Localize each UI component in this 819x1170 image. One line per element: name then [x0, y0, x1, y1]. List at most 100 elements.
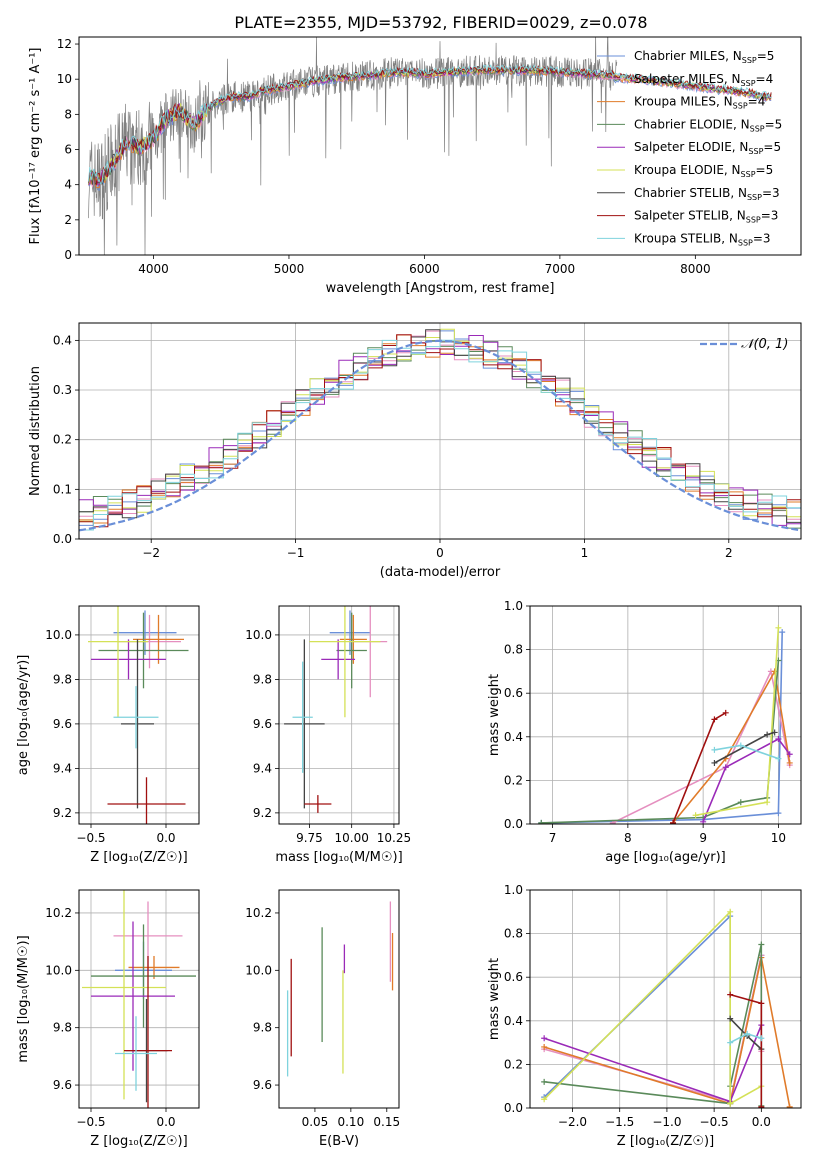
weight-marker	[727, 1039, 734, 1046]
y-axis-label: mass [log₁₀(M/M☉)]	[16, 935, 31, 1062]
histogram-step-9	[79, 339, 801, 531]
y-tick-label: 10.0	[45, 963, 72, 977]
weight-line-1	[541, 632, 783, 824]
y-tick-label: 9.6	[53, 717, 72, 731]
x-tick-label: −0.5	[76, 1115, 105, 1129]
x-tick-label: 0	[436, 546, 444, 560]
weight-marker	[692, 812, 699, 819]
data-spectrum-line	[88, 37, 618, 255]
weight-marker	[771, 729, 778, 736]
y-tick-label: 0.8	[504, 643, 523, 657]
plot-area	[79, 328, 801, 532]
y-tick-label: 2	[64, 213, 72, 227]
y-axis-label: age [log₁₀(age/yr)]	[16, 655, 31, 776]
y-tick-label: 9.8	[253, 1021, 272, 1035]
x-tick-label: 1	[581, 546, 589, 560]
chart-mass-vs-Z: −0.5 0.0 9.6 9.8 10.0 10.2 Z [log₁₀(Z/Z☉)] mass…	[16, 889, 200, 1149]
y-axis-label: Flux [fλ10⁻¹⁷ erg cm⁻² s⁻¹ A⁻¹]	[28, 48, 43, 245]
weight-line-4	[541, 660, 780, 824]
x-tick-label: 7	[549, 831, 557, 845]
histogram-step-8	[79, 334, 801, 528]
legend-label: Chabrier MILES, NSSP=5	[634, 49, 774, 65]
axes-frame	[278, 889, 400, 1109]
axes-frame	[529, 605, 802, 825]
plot-area	[88, 606, 189, 824]
y-tick-label: 9.6	[253, 717, 272, 731]
x-tick-label: 9.75	[296, 831, 323, 845]
legend-label: Kroupa MILES, NSSP=4	[634, 95, 765, 111]
legend-label: Chabrier ELODIE, NSSP=5	[634, 117, 782, 133]
weight-marker	[779, 629, 786, 636]
weight-marker	[775, 755, 782, 762]
y-tick-label: 9.2	[53, 806, 72, 820]
axes-frame	[78, 889, 200, 1109]
weight-marker	[775, 810, 782, 817]
weight-marker	[727, 1015, 734, 1022]
x-tick-label: 10.25	[377, 831, 411, 845]
x-tick-label: 6000	[409, 262, 440, 276]
y-tick-label: 9.4	[253, 761, 272, 775]
x-tick-label: 0.05	[302, 1115, 329, 1129]
x-axis-label: E(B-V)	[319, 1134, 359, 1149]
y-tick-label: 0.4	[504, 730, 523, 744]
legend: Chabrier MILES, NSSP=5 Salpeter MILES, NS…	[597, 49, 782, 247]
axes-frame	[78, 605, 200, 825]
y-tick-label: 9.4	[53, 761, 72, 775]
weight-marker	[758, 941, 765, 948]
legend-label: Salpeter MILES, NSSP=4	[634, 72, 773, 88]
weight-marker	[711, 759, 718, 766]
y-tick-label: 10.0	[45, 628, 72, 642]
weight-marker	[764, 731, 771, 738]
weight-marker	[775, 624, 782, 631]
weight-line-6	[543, 909, 762, 1105]
x-tick-label: 8	[624, 831, 632, 845]
weight-marker	[758, 1000, 765, 1007]
x-tick-label: 10	[771, 831, 786, 845]
weight-marker	[758, 1035, 765, 1042]
weight-line-5	[702, 737, 791, 823]
x-tick-label: 7000	[545, 262, 576, 276]
plot-area	[82, 890, 196, 1108]
x-axis-label: mass [log₁₀(M/M☉)]	[275, 850, 402, 865]
chart-spectrum: Chabrier MILES, NSSP=5 Salpeter MILES, NS…	[28, 36, 802, 296]
weight-marker	[541, 1096, 548, 1103]
x-axis-label: age [log₁₀(age/yr)]	[605, 850, 726, 865]
x-tick-label: 5000	[274, 262, 305, 276]
y-tick-label: 10.0	[245, 628, 272, 642]
weight-marker	[711, 746, 718, 753]
y-tick-label: 0.3	[53, 383, 72, 397]
x-tick-label: 10.00	[334, 831, 368, 845]
y-tick-label: 0	[64, 248, 72, 262]
weight-marker	[541, 1043, 548, 1050]
y-tick-label: 0.4	[53, 333, 72, 347]
y-tick-label: 0.0	[504, 817, 523, 831]
x-tick-label: 0.0	[752, 1115, 771, 1129]
y-tick-label: 12	[57, 37, 72, 51]
weight-line-6	[695, 627, 780, 817]
y-tick-label: 4	[64, 178, 72, 192]
weight-line-5	[543, 1024, 763, 1103]
y-tick-label: 0.0	[504, 1101, 523, 1115]
weight-marker	[711, 716, 718, 723]
model-line-9	[88, 64, 772, 185]
y-tick-label: 10.0	[245, 963, 272, 977]
x-tick-label: −1.0	[652, 1115, 681, 1129]
y-tick-label: 6	[64, 143, 72, 157]
y-tick-label: 0.0	[53, 532, 72, 546]
weight-marker	[758, 1103, 765, 1108]
y-tick-label: 1.0	[504, 883, 523, 897]
weight-marker	[737, 742, 744, 749]
x-tick-label: 0.15	[373, 1115, 400, 1129]
y-tick-label: 0.2	[504, 773, 523, 787]
x-axis-label: Z [log₁₀(Z/Z☉)]	[617, 1134, 714, 1149]
y-tick-label: 9.8	[253, 672, 272, 686]
y-tick-label: 0.2	[504, 1057, 523, 1071]
axes-frame	[278, 605, 400, 825]
weight-marker	[541, 1035, 548, 1042]
y-tick-label: 0.4	[504, 1014, 523, 1028]
y-tick-label: 1.0	[504, 599, 523, 613]
weight-marker	[538, 819, 545, 824]
weight-marker	[786, 1103, 793, 1108]
x-axis-label: Z [log₁₀(Z/Z☉)]	[90, 850, 187, 865]
x-axis-label: Z [log₁₀(Z/Z☉)]	[90, 1134, 187, 1149]
